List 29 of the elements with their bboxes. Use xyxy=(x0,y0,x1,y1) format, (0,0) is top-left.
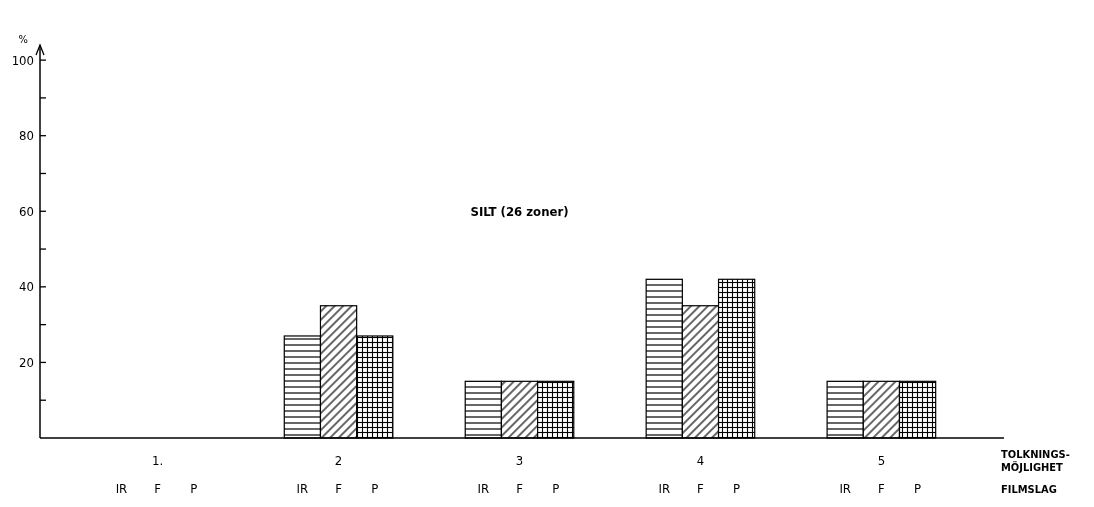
x-tick-label: 5 xyxy=(877,453,886,468)
text: P xyxy=(190,481,198,496)
text: P xyxy=(733,481,741,496)
y-tick-label: 100 xyxy=(11,52,34,68)
y-axis-title: % xyxy=(18,33,28,46)
y-tick-label: 80 xyxy=(19,128,34,144)
x-tick-label: 1. xyxy=(152,453,164,468)
text: F xyxy=(697,481,704,496)
text: SILT (26 zoner) xyxy=(470,203,569,219)
x-tick-label: 4 xyxy=(696,453,705,468)
x-axis-title: TOLKNINGS- MÖJLIGHET xyxy=(1001,448,1070,474)
text: F xyxy=(335,481,343,496)
y-tick-label: 20 xyxy=(19,354,34,370)
text: IR xyxy=(658,481,671,496)
y-tick-label: 60 xyxy=(19,203,34,219)
x-tick-label: 2 xyxy=(334,453,343,468)
text: P xyxy=(552,481,560,496)
legend-title: FILMSLAG xyxy=(1001,483,1057,496)
text: IR xyxy=(296,481,309,496)
text: IR xyxy=(477,481,490,496)
text: IR xyxy=(839,481,851,496)
text: P xyxy=(371,481,379,496)
text: F xyxy=(154,481,161,496)
text: IR xyxy=(115,481,128,496)
y-tick-label: 40 xyxy=(19,279,34,295)
text: P xyxy=(914,481,922,496)
text: F xyxy=(516,481,523,496)
text: F xyxy=(878,481,885,496)
x-tick-label: 3 xyxy=(515,453,524,468)
